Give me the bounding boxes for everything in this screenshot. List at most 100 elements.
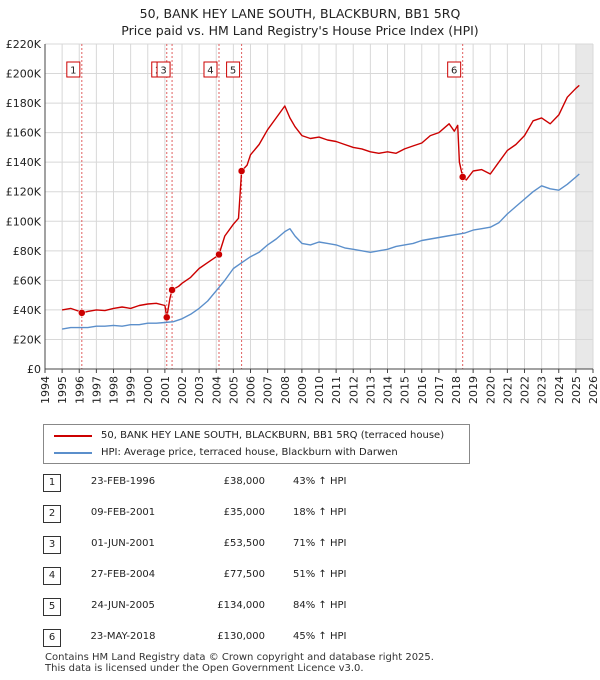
sale-price: £35,000 [223, 507, 265, 518]
sale-price: £38,000 [223, 476, 265, 487]
sale-date: 24-JUN-2005 [91, 600, 155, 611]
y-tick-label: £60K [13, 274, 42, 287]
x-tick-label: 1998 [108, 376, 121, 404]
legend-property-swatch [54, 435, 92, 437]
x-tick-label: 2025 [570, 376, 583, 404]
sale-date: 23-FEB-1996 [90, 476, 156, 487]
x-tick-label: 2009 [296, 376, 309, 404]
sale-price: £53,500 [223, 538, 265, 549]
sale-date: 23-MAY-2018 [90, 631, 156, 642]
sale-price: £134,000 [217, 600, 265, 611]
x-tick-label: 1995 [56, 376, 69, 404]
sale-label-number: 1 [70, 66, 76, 77]
sale-label-number: 5 [230, 66, 236, 77]
table-row: 1 23-FEB-1996 £38,000 43% ↑ HPI [43, 472, 443, 492]
x-tick-label: 2008 [279, 376, 292, 404]
sale-date: 09-FEB-2001 [90, 507, 156, 518]
x-tick-label: 1997 [90, 376, 103, 404]
footer: Contains HM Land Registry data © Crown c… [45, 652, 434, 674]
y-tick-label: £180K [6, 97, 42, 110]
x-tick-label: 2012 [347, 376, 360, 404]
sale-label-box [447, 61, 462, 78]
x-tick-label: 2024 [553, 376, 566, 404]
sale-date: 01-JUN-2001 [91, 538, 155, 549]
y-tick-label: £160K [6, 127, 42, 140]
table-row: 3 01-JUN-2001 £53,500 71% ↑ HPI [43, 534, 443, 554]
legend-hpi-swatch [54, 452, 92, 454]
x-tick-label: 2019 [467, 376, 480, 404]
y-tick-label: £20K [13, 333, 42, 346]
x-tick-label: 2026 [587, 376, 600, 404]
table-row: 5 24-JUN-2005 £134,000 84% ↑ HPI [43, 596, 443, 616]
x-tick-label: 2017 [433, 376, 446, 404]
x-tick-label: 2018 [450, 376, 463, 404]
sale-date: 27-FEB-2004 [90, 569, 156, 580]
sale-label-number: 4 [207, 66, 213, 77]
sale-point [237, 167, 246, 175]
sale-point [163, 313, 171, 322]
x-tick-label: 1996 [73, 376, 86, 404]
price-chart: £0 £20K £40K £60K £80K £100K £120K £140K £160K £1… [6, 38, 600, 404]
x-tick-label: 2020 [484, 376, 497, 404]
y-tick-label: £40K [13, 304, 42, 317]
legend-hpi-label: HPI: Average price, terraced house, Blac… [101, 447, 398, 458]
sale-label-box [226, 61, 241, 78]
sale-hpi: 18% ↑ HPI [293, 507, 347, 518]
hpi-line [61, 173, 580, 330]
footer-licence: This data is licensed under the Open Gov… [45, 663, 364, 674]
x-tick-label: 2016 [416, 376, 429, 404]
x-tick-label: 2003 [193, 376, 206, 404]
sale-hpi: 71% ↑ HPI [293, 538, 347, 549]
footer-copyright: Contains HM Land Registry data © Crown c… [45, 652, 434, 663]
sale-hpi: 45% ↑ HPI [293, 631, 347, 642]
x-tick-label: 2014 [382, 376, 395, 404]
sale-number: 2 [43, 505, 61, 523]
y-tick-label: £100K [6, 215, 42, 228]
x-tick-label: 2005 [227, 376, 240, 404]
sale-price: £77,500 [223, 569, 265, 580]
y-tick-label: £200K [6, 68, 42, 81]
sale-hpi: 84% ↑ HPI [293, 600, 347, 611]
sale-label-box [156, 61, 171, 78]
sale-hpi: 51% ↑ HPI [293, 569, 347, 580]
x-tick-label: 2002 [176, 376, 189, 404]
x-tick-label: 2010 [313, 376, 326, 404]
x-tick-label: 2021 [501, 376, 514, 404]
legend: 50, BANK HEY LANE SOUTH, BLACKBURN, BB1 … [43, 424, 470, 464]
table-row: 2 09-FEB-2001 £35,000 18% ↑ HPI [43, 503, 443, 523]
x-tick-label: 2000 [142, 376, 155, 404]
chart-subtitle: Price paid vs. HM Land Registry's House … [121, 23, 479, 38]
sale-number: 6 [43, 629, 61, 647]
sale-point [458, 173, 467, 181]
sale-number: 3 [43, 536, 61, 554]
sale-point [168, 286, 176, 294]
x-tick-label: 2023 [536, 376, 549, 404]
sale-number: 1 [43, 474, 61, 492]
table-row: 6 23-MAY-2018 £130,000 45% ↑ HPI [43, 627, 443, 647]
sale-price: £130,000 [217, 631, 265, 642]
sale-label-box [203, 61, 218, 78]
x-tick-label: 1999 [125, 376, 138, 404]
y-tick-label: £80K [13, 245, 42, 258]
sale-point [78, 309, 86, 317]
x-tick-label: 2001 [159, 376, 172, 404]
x-tick-label: 2004 [210, 376, 223, 404]
sale-point [215, 250, 223, 259]
property-price-line [61, 84, 580, 318]
forecast-shade [575, 44, 593, 369]
x-tick-label: 2022 [519, 376, 532, 404]
sale-label-box [66, 61, 81, 78]
x-tick-label: 2013 [364, 376, 377, 404]
chart-title: 50, BANK HEY LANE SOUTH, BLACKBURN, BB1 … [139, 6, 461, 21]
x-tick-label: 2006 [245, 376, 258, 404]
y-tick-label: £140K [6, 156, 42, 169]
legend-property-label: 50, BANK HEY LANE SOUTH, BLACKBURN, BB1 … [101, 430, 445, 441]
sale-number: 4 [43, 567, 61, 585]
sale-label-number: 6 [451, 66, 457, 77]
x-tick-label: 1994 [39, 376, 52, 404]
sale-label-number: 3 [160, 66, 166, 77]
x-tick-label: 2011 [330, 376, 343, 404]
sale-hpi: 43% ↑ HPI [293, 476, 347, 487]
x-tick-label: 2007 [262, 376, 275, 404]
y-tick-label: £0 [27, 363, 41, 376]
